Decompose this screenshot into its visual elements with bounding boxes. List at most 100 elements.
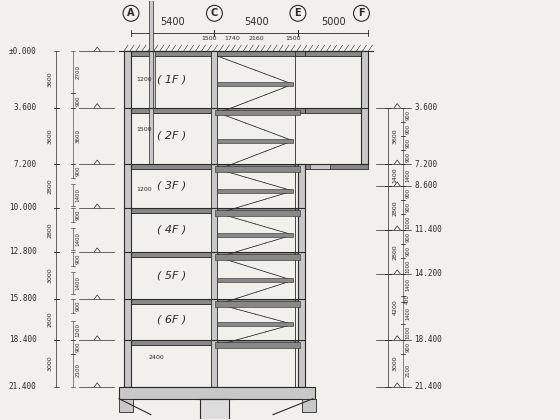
Text: 7.200: 7.200 — [13, 160, 36, 168]
Text: 900: 900 — [76, 301, 81, 311]
Text: 1400: 1400 — [76, 232, 81, 247]
Text: 10.000: 10.000 — [9, 203, 36, 213]
Text: C: C — [211, 8, 218, 18]
Text: 21.400: 21.400 — [9, 382, 36, 391]
Bar — [217, 322, 293, 326]
Bar — [305, 51, 368, 56]
Text: 8.600: 8.600 — [414, 181, 437, 191]
Bar — [151, 51, 155, 108]
Text: ( 3F ): ( 3F ) — [157, 181, 186, 191]
Text: 900: 900 — [405, 152, 410, 162]
Text: 1500: 1500 — [285, 36, 301, 41]
Bar — [124, 164, 305, 169]
Text: 900: 900 — [405, 342, 410, 352]
Text: 3000: 3000 — [48, 355, 53, 371]
Text: ±0.000: ±0.000 — [9, 47, 36, 55]
Text: 2400: 2400 — [149, 354, 165, 360]
Text: 21.400: 21.400 — [414, 382, 442, 391]
Bar — [124, 51, 131, 387]
Text: A: A — [127, 8, 135, 18]
Text: 1200: 1200 — [136, 186, 152, 192]
Text: ( 2F ): ( 2F ) — [157, 131, 186, 141]
Bar — [124, 208, 305, 213]
Text: 15.800: 15.800 — [9, 294, 36, 304]
Bar — [119, 399, 133, 412]
Text: 900: 900 — [405, 123, 410, 134]
Bar — [212, 51, 217, 387]
Bar — [217, 233, 293, 237]
Text: 900: 900 — [405, 246, 410, 256]
Text: 18.400: 18.400 — [9, 335, 36, 344]
Bar — [216, 342, 300, 348]
Text: 14.200: 14.200 — [414, 269, 442, 278]
Text: 2800: 2800 — [48, 222, 53, 238]
Text: 1000: 1000 — [405, 259, 410, 273]
Bar — [124, 299, 305, 304]
Bar — [119, 387, 315, 399]
Text: 5400: 5400 — [244, 17, 268, 27]
Text: 1400: 1400 — [392, 167, 397, 183]
Text: 1400: 1400 — [405, 168, 410, 181]
Text: ( 5F ): ( 5F ) — [157, 270, 186, 281]
Text: 2100: 2100 — [405, 364, 410, 377]
Text: 2800: 2800 — [48, 178, 53, 194]
Text: 7.200: 7.200 — [414, 160, 437, 168]
Bar — [216, 110, 300, 116]
Text: 2600: 2600 — [48, 312, 53, 327]
Bar — [124, 387, 305, 392]
Text: 900: 900 — [405, 188, 410, 198]
Text: 1000: 1000 — [405, 215, 410, 229]
Bar — [124, 51, 305, 56]
Text: 900: 900 — [76, 166, 81, 176]
Text: 1500: 1500 — [202, 36, 217, 41]
Text: 900: 900 — [405, 232, 410, 242]
Text: 3.600: 3.600 — [414, 103, 437, 112]
Text: 900: 900 — [405, 202, 410, 212]
Bar — [310, 164, 330, 169]
Text: ( 1F ): ( 1F ) — [157, 74, 186, 84]
Text: 900: 900 — [405, 110, 410, 120]
Text: 2800: 2800 — [392, 244, 397, 260]
Text: 12.800: 12.800 — [9, 247, 36, 256]
Bar — [305, 108, 368, 113]
Text: 900: 900 — [405, 138, 410, 148]
Text: 2100: 2100 — [76, 363, 81, 377]
Bar — [217, 139, 293, 143]
Bar — [124, 252, 305, 257]
Text: 1400: 1400 — [405, 307, 410, 320]
Text: 900: 900 — [76, 210, 81, 220]
Bar — [217, 189, 293, 193]
Text: 900: 900 — [76, 341, 81, 352]
Text: F: F — [358, 8, 365, 18]
Text: 1400: 1400 — [76, 189, 81, 202]
Text: ( 6F ): ( 6F ) — [157, 314, 186, 324]
Text: 1200: 1200 — [76, 323, 81, 337]
Text: 2700: 2700 — [76, 65, 81, 79]
Bar — [361, 51, 368, 164]
Text: 1400: 1400 — [405, 278, 410, 291]
Text: 1500: 1500 — [136, 127, 151, 132]
Text: 900: 900 — [76, 95, 81, 106]
Text: 3600: 3600 — [392, 128, 397, 144]
Text: 400: 400 — [405, 294, 410, 304]
Text: 3.600: 3.600 — [13, 103, 36, 112]
Text: 18.400: 18.400 — [414, 335, 442, 344]
Text: 1400: 1400 — [76, 276, 81, 290]
Text: 3600: 3600 — [76, 129, 81, 143]
Bar — [124, 340, 305, 345]
Bar — [217, 278, 293, 282]
Bar — [298, 164, 305, 387]
Bar — [216, 166, 300, 172]
Text: 3600: 3600 — [48, 71, 53, 87]
Bar — [302, 399, 316, 412]
Bar — [305, 164, 368, 169]
Bar — [149, 0, 153, 164]
Bar — [216, 210, 300, 216]
Text: 900: 900 — [76, 254, 81, 264]
Text: 5400: 5400 — [160, 17, 185, 27]
Text: 3600: 3600 — [48, 128, 53, 144]
Bar — [216, 301, 300, 307]
Text: 1000: 1000 — [405, 325, 410, 339]
Bar — [217, 82, 293, 86]
Text: ( 4F ): ( 4F ) — [157, 225, 186, 235]
